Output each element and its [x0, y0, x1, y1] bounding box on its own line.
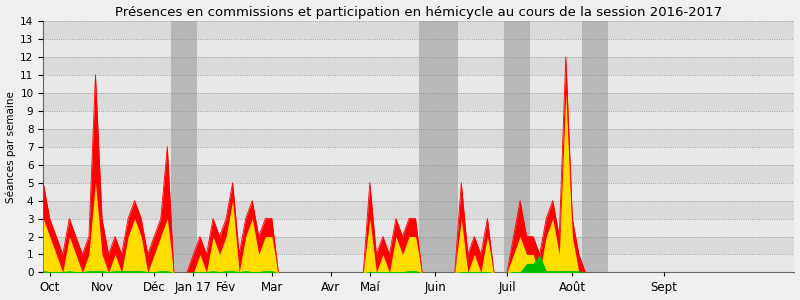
Y-axis label: Séances par semaine: Séances par semaine	[6, 91, 16, 203]
Bar	[43, 39, 794, 57]
Bar	[43, 201, 794, 219]
Bar	[43, 254, 794, 272]
Bar	[43, 219, 794, 236]
Bar	[504, 21, 530, 272]
Bar	[43, 165, 794, 183]
Bar	[43, 147, 794, 165]
Bar	[170, 21, 197, 272]
Bar	[43, 111, 794, 129]
Bar	[43, 236, 794, 254]
Bar	[43, 129, 794, 147]
Bar	[43, 75, 794, 93]
Bar	[43, 93, 794, 111]
Bar	[43, 21, 794, 39]
Title: Présences en commissions et participation en hémicycle au cours de la session 20: Présences en commissions et participatio…	[115, 6, 722, 19]
Bar	[43, 183, 794, 201]
Bar	[419, 21, 458, 272]
Bar	[43, 57, 794, 75]
Bar	[582, 21, 608, 272]
